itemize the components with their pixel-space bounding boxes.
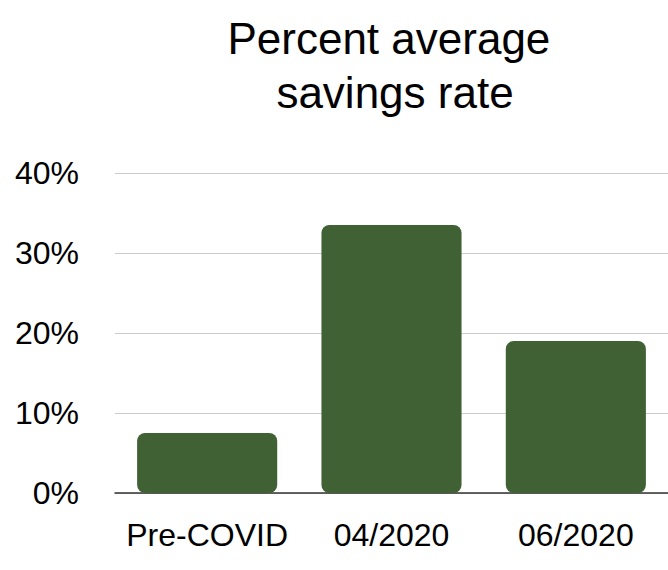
- svg-text:0%: 0%: [33, 475, 79, 511]
- svg-text:Percent average: Percent average: [227, 14, 562, 63]
- svg-text:40%: 40%: [15, 155, 79, 191]
- svg-text:Pre-COVID: Pre-COVID: [126, 517, 288, 553]
- svg-text:06/2020: 06/2020: [518, 517, 634, 553]
- svg-text:30%: 30%: [15, 235, 79, 271]
- svg-text:04/2020: 04/2020: [334, 517, 450, 553]
- svg-text:20%: 20%: [15, 315, 79, 351]
- svg-text:10%: 10%: [15, 395, 79, 431]
- svg-text:savings rate: savings rate: [276, 68, 513, 117]
